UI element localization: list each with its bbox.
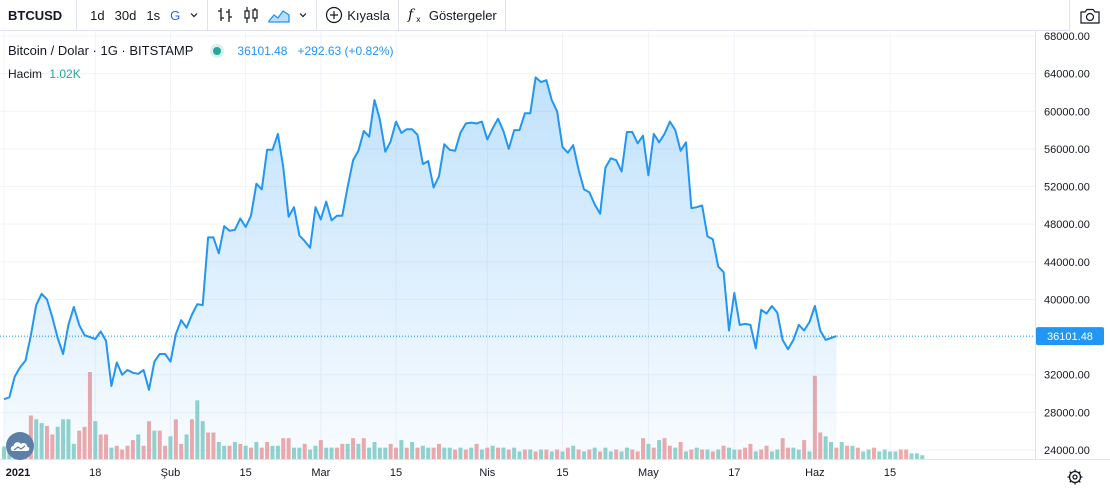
x-tick-label: 17 bbox=[728, 467, 740, 479]
volume-bar bbox=[839, 441, 844, 459]
volume-bar bbox=[914, 453, 919, 459]
legend-title[interactable]: Bitcoin / Dolar · 1G · BITSTAMP bbox=[8, 43, 194, 58]
toolbar-divider bbox=[316, 0, 318, 31]
y-tick-label: 68000.00 bbox=[1044, 31, 1090, 43]
y-tick-label: 28000.00 bbox=[1044, 407, 1090, 419]
x-tick-label: Haz bbox=[805, 467, 825, 479]
market-status-dot bbox=[213, 46, 222, 55]
interval-30d-button[interactable]: 30d bbox=[114, 7, 137, 23]
x-tick-label: Mar bbox=[311, 467, 330, 479]
volume-legend: Hacim 1.02K bbox=[8, 67, 81, 81]
volume-label[interactable]: Hacim bbox=[8, 67, 43, 81]
svg-text:x: x bbox=[416, 15, 421, 24]
x-tick-label: 15 bbox=[556, 467, 568, 479]
y-tick-label: 24000.00 bbox=[1044, 445, 1090, 457]
volume-value: 1.02K bbox=[49, 67, 81, 81]
volume-bar bbox=[898, 449, 903, 459]
y-tick-label: 48000.00 bbox=[1044, 219, 1090, 231]
y-tick-label: 64000.00 bbox=[1044, 69, 1090, 81]
chevron-down-icon[interactable] bbox=[294, 0, 312, 31]
indicators-label: Göstergeler bbox=[428, 7, 497, 23]
volume-bar bbox=[888, 451, 893, 459]
y-tick-label: 52000.00 bbox=[1044, 182, 1090, 194]
volume-bar bbox=[893, 451, 898, 459]
plus-circle-icon bbox=[326, 6, 343, 24]
legend-change: +292.63 (+0.82%) bbox=[297, 43, 394, 58]
price-axis[interactable]: 24000.0028000.0032000.0036000.0040000.00… bbox=[1044, 31, 1090, 457]
y-tick-label: 40000.00 bbox=[1044, 294, 1090, 306]
chart-legend: Bitcoin / Dolar · 1G · BITSTAMP 36101.48… bbox=[8, 43, 394, 58]
snapshot-button[interactable] bbox=[1069, 0, 1110, 31]
x-tick-label: 18 bbox=[89, 467, 101, 479]
cloud-logo-icon bbox=[10, 442, 30, 451]
tradingview-logo[interactable] bbox=[6, 432, 34, 460]
x-tick-label: 15 bbox=[390, 467, 402, 479]
symbol-search[interactable]: BTCUSD bbox=[0, 0, 78, 31]
last-price-label: 36101.48 bbox=[1036, 327, 1104, 346]
volume-bar bbox=[855, 447, 860, 459]
interval-g-button[interactable]: G bbox=[170, 7, 181, 23]
y-tick-label: 32000.00 bbox=[1044, 370, 1090, 382]
x-tick-label: Şub bbox=[161, 467, 181, 479]
toolbar-divider bbox=[397, 0, 399, 31]
legend-price: 36101.48 bbox=[237, 43, 288, 58]
time-axis[interactable]: 2021 18 Şub 15 Mar 15 Nis 15 May 17 Haz 15 bbox=[6, 467, 896, 479]
volume-bar bbox=[850, 445, 855, 459]
bar-chart-icon[interactable] bbox=[212, 0, 238, 31]
volume-bar bbox=[871, 447, 876, 459]
candle-chart-icon[interactable] bbox=[238, 0, 264, 31]
x-tick-label: 15 bbox=[240, 467, 252, 479]
interval-1d-button[interactable]: 1d bbox=[90, 7, 105, 23]
x-tick-label: 2021 bbox=[6, 467, 30, 479]
area-chart-icon[interactable] bbox=[264, 0, 294, 31]
compare-label: Kıyasla bbox=[347, 7, 390, 23]
interval-1s-button[interactable]: 1s bbox=[146, 7, 161, 23]
volume-bar bbox=[845, 445, 850, 459]
y-tick-label: 60000.00 bbox=[1044, 106, 1090, 118]
svg-text:f: f bbox=[407, 7, 416, 23]
volume-bar bbox=[920, 455, 925, 459]
volume-bar bbox=[866, 449, 871, 459]
compare-button[interactable]: Kıyasla bbox=[321, 0, 394, 31]
x-tick-label: 15 bbox=[884, 467, 896, 479]
price-area bbox=[4, 77, 837, 460]
y-tick-label: 44000.00 bbox=[1044, 257, 1090, 269]
gear-icon[interactable] bbox=[1066, 468, 1084, 486]
last-price-text: 36101.48 bbox=[1047, 331, 1093, 343]
volume-bar bbox=[877, 451, 882, 459]
grid-lines bbox=[0, 31, 1035, 459]
y-tick-label: 56000.00 bbox=[1044, 144, 1090, 156]
toolbar-divider bbox=[504, 0, 506, 31]
volume-bar bbox=[904, 449, 909, 459]
price-chart[interactable]: 24000.0028000.0032000.0036000.0040000.00… bbox=[0, 31, 1110, 490]
volume-bar bbox=[882, 449, 887, 459]
x-tick-label: May bbox=[638, 467, 659, 479]
price-line bbox=[3, 76, 837, 401]
x-tick-label: Nis bbox=[479, 467, 495, 479]
toolbar-divider bbox=[207, 0, 209, 31]
volume-bar bbox=[861, 451, 866, 459]
volume-bar bbox=[909, 453, 914, 459]
chevron-down-icon[interactable] bbox=[185, 0, 203, 31]
camera-icon bbox=[1080, 8, 1100, 24]
